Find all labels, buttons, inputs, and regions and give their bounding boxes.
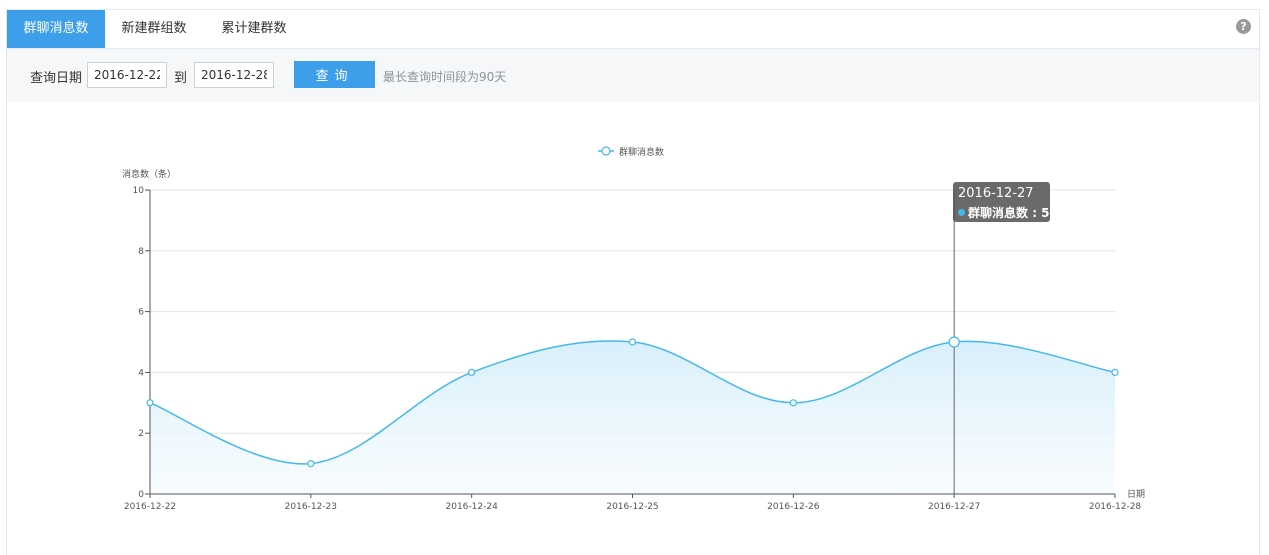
series-dot-icon (958, 209, 965, 216)
tooltip-date: 2016-12-27 (958, 186, 1034, 201)
tooltip-row: 群聊消息数 : 5 (958, 204, 1050, 221)
data-point (146, 399, 154, 407)
data-point (468, 368, 476, 376)
data-point (628, 338, 637, 346)
x-tick-label: 2016-12-22 (124, 502, 176, 512)
data-point (1111, 368, 1119, 376)
question-circle-icon[interactable]: ? (1236, 19, 1251, 34)
query-button[interactable]: 查询 (294, 61, 375, 88)
legend-label: 群聊消息数 (619, 146, 664, 158)
to-label: 到 (174, 71, 188, 86)
data-point (789, 399, 797, 407)
x-tick-label: 2016-12-28 (1089, 502, 1142, 512)
legend-marker (601, 146, 611, 156)
series-area (150, 340, 1115, 494)
y-tick-label: 2 (138, 429, 144, 439)
x-axis-label: 日期 (1127, 489, 1145, 500)
tooltip-series: 群聊消息数 (968, 206, 1029, 220)
x-tick-label: 2016-12-24 (446, 502, 499, 512)
data-point (307, 460, 315, 468)
x-tick-label: 2016-12-23 (285, 502, 337, 512)
tab-new-groups[interactable]: 新建群组数 (121, 21, 187, 36)
chart-tooltip: 2016-12-27 群聊消息数 : 5 (953, 182, 1050, 222)
tab-bar: 群聊消息数 新建群组数 累计建群数 ? (7, 10, 1259, 49)
data-point (948, 336, 960, 348)
range-hint: 最长查询时间段为90天 (383, 70, 507, 84)
date-label: 查询日期 (30, 71, 83, 86)
filter-bar: 查询日期 到 查询 最长查询时间段为90天 (7, 49, 1259, 102)
y-axis-label: 消息数（条） (122, 168, 176, 180)
x-tick-label: 2016-12-25 (606, 502, 658, 512)
y-tick-label: 0 (138, 490, 144, 500)
tab-total-groups[interactable]: 累计建群数 (221, 21, 287, 36)
y-tick-label: 4 (138, 368, 144, 378)
start-date-input[interactable] (87, 62, 167, 88)
tab-group-messages[interactable]: 群聊消息数 (7, 10, 105, 48)
tooltip-value: 5 (1041, 206, 1050, 220)
y-tick-label: 10 (133, 186, 145, 196)
y-tick-label: 8 (138, 247, 144, 257)
x-tick-label: 2016-12-26 (767, 502, 820, 512)
end-date-input[interactable] (194, 62, 274, 88)
y-tick-label: 6 (138, 308, 144, 318)
x-tick-label: 2016-12-27 (928, 502, 980, 512)
